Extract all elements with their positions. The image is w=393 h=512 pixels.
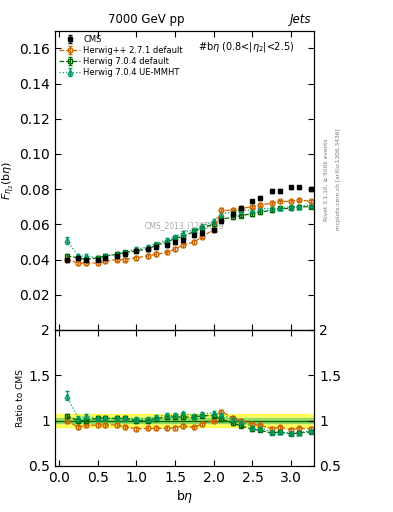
Text: 7000 GeV pp: 7000 GeV pp xyxy=(108,13,184,26)
Bar xyxy=(55,414,314,427)
Text: #b$\eta$ (0.8<|$\eta_2$|<2.5): #b$\eta$ (0.8<|$\eta_2$|<2.5) xyxy=(198,40,294,54)
Legend: CMS, Herwig++ 2.7.1 default, Herwig 7.0.4 default, Herwig 7.0.4 UE-MMHT: CMS, Herwig++ 2.7.1 default, Herwig 7.0.… xyxy=(57,33,185,79)
Y-axis label: Ratio to CMS: Ratio to CMS xyxy=(17,369,26,427)
Text: mcplots.cern.ch [arXiv:1306.3436]: mcplots.cern.ch [arXiv:1306.3436] xyxy=(336,129,341,230)
Text: Rivet 3.1.10, ≥ 500k events: Rivet 3.1.10, ≥ 500k events xyxy=(324,138,329,221)
Text: Jets: Jets xyxy=(290,13,312,26)
Text: CMS_2013_I1265659: CMS_2013_I1265659 xyxy=(145,221,224,230)
X-axis label: b$\eta$: b$\eta$ xyxy=(176,487,193,504)
Y-axis label: $F_{\eta_2}$(b$\eta$): $F_{\eta_2}$(b$\eta$) xyxy=(0,161,17,200)
Bar xyxy=(55,418,314,423)
